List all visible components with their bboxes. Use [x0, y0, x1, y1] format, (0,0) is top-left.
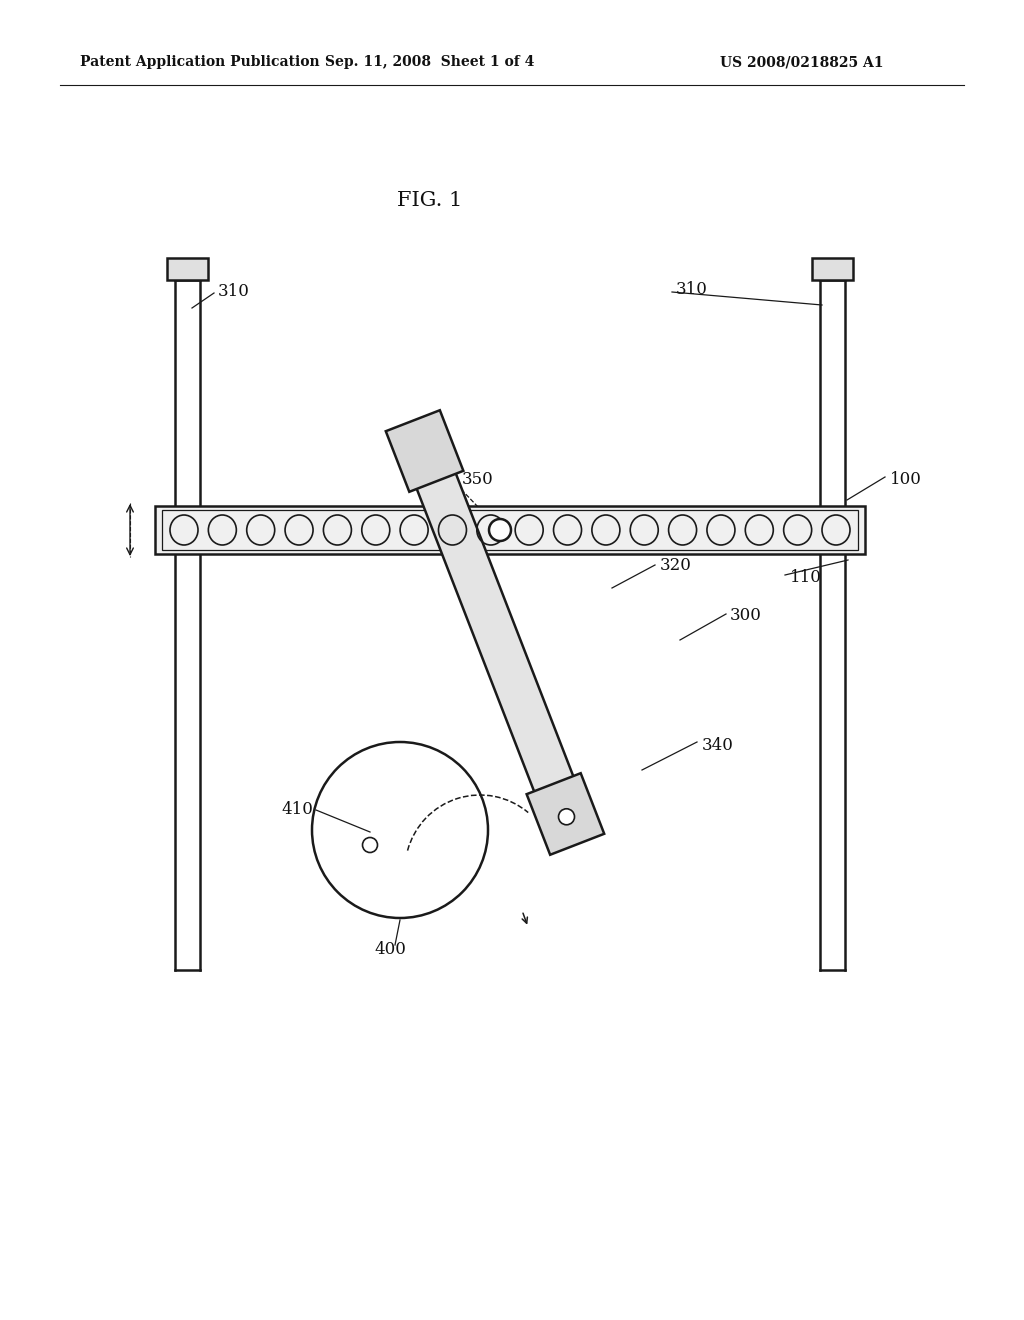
Text: 330: 330: [538, 817, 570, 833]
Text: 100: 100: [890, 471, 922, 488]
Text: 110: 110: [790, 569, 822, 586]
Text: 410: 410: [282, 801, 313, 818]
Text: Sep. 11, 2008  Sheet 1 of 4: Sep. 11, 2008 Sheet 1 of 4: [326, 55, 535, 69]
Text: 310: 310: [218, 284, 250, 301]
Text: Patent Application Publication: Patent Application Publication: [80, 55, 319, 69]
Polygon shape: [167, 257, 208, 280]
Text: US 2008/0218825 A1: US 2008/0218825 A1: [720, 55, 884, 69]
Text: 400: 400: [374, 941, 406, 958]
Text: 310: 310: [676, 281, 708, 298]
Text: 350: 350: [462, 471, 494, 488]
Polygon shape: [411, 458, 580, 808]
Ellipse shape: [489, 519, 511, 541]
Polygon shape: [155, 506, 865, 554]
Ellipse shape: [362, 837, 378, 853]
Text: 320: 320: [660, 557, 692, 573]
Ellipse shape: [558, 809, 574, 825]
Polygon shape: [812, 257, 853, 280]
Text: FIG. 1: FIG. 1: [397, 190, 463, 210]
Polygon shape: [386, 411, 464, 492]
Text: 340: 340: [702, 737, 734, 754]
Polygon shape: [526, 774, 604, 855]
Text: 300: 300: [730, 606, 762, 623]
